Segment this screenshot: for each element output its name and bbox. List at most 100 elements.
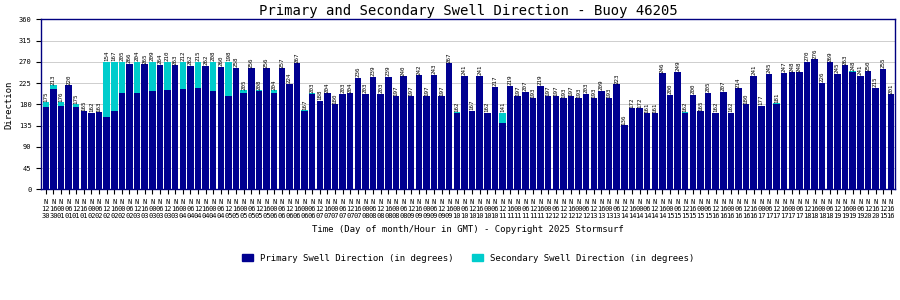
Bar bbox=[264, 68, 270, 190]
Bar bbox=[476, 76, 483, 190]
Bar bbox=[720, 92, 726, 190]
Bar bbox=[826, 62, 833, 190]
Bar bbox=[705, 93, 711, 190]
Bar bbox=[537, 86, 544, 190]
Bar bbox=[431, 75, 437, 190]
Text: 207: 207 bbox=[523, 81, 527, 91]
Bar bbox=[629, 108, 635, 190]
Bar bbox=[621, 125, 627, 190]
Bar bbox=[180, 62, 186, 190]
Bar bbox=[804, 62, 810, 190]
Text: 197: 197 bbox=[569, 85, 573, 96]
Bar bbox=[309, 94, 315, 190]
Bar bbox=[370, 76, 376, 190]
Text: 215: 215 bbox=[195, 51, 201, 62]
Text: 165: 165 bbox=[81, 100, 86, 111]
Bar bbox=[857, 76, 863, 190]
Bar bbox=[850, 71, 856, 190]
Bar bbox=[781, 73, 788, 190]
Bar bbox=[713, 113, 719, 190]
Bar bbox=[431, 75, 437, 190]
Bar bbox=[500, 113, 506, 190]
Bar bbox=[629, 108, 635, 190]
Bar bbox=[560, 98, 567, 190]
Bar bbox=[812, 59, 818, 190]
Bar bbox=[583, 94, 590, 190]
Bar bbox=[187, 66, 194, 190]
Bar bbox=[842, 65, 849, 190]
Bar bbox=[332, 110, 338, 190]
Bar bbox=[553, 96, 559, 190]
Bar bbox=[408, 96, 414, 190]
Bar bbox=[88, 113, 94, 190]
Bar bbox=[766, 74, 772, 190]
Bar bbox=[134, 62, 140, 190]
Bar bbox=[119, 93, 125, 190]
Bar bbox=[713, 113, 719, 190]
Bar bbox=[126, 64, 132, 190]
Bar bbox=[773, 104, 779, 190]
Text: 203: 203 bbox=[310, 82, 315, 93]
Text: 193: 193 bbox=[591, 87, 597, 98]
Bar bbox=[872, 88, 878, 190]
Bar bbox=[240, 93, 247, 190]
Bar bbox=[720, 92, 726, 190]
Text: 204: 204 bbox=[272, 79, 276, 90]
Bar bbox=[590, 98, 597, 190]
Bar bbox=[606, 98, 612, 190]
Text: 176: 176 bbox=[58, 91, 64, 102]
Text: 213: 213 bbox=[51, 74, 56, 85]
Bar bbox=[652, 113, 658, 190]
Text: 165: 165 bbox=[698, 100, 703, 111]
Text: 267: 267 bbox=[446, 52, 452, 63]
Bar bbox=[50, 85, 57, 190]
Bar bbox=[286, 84, 292, 190]
Bar bbox=[73, 107, 79, 190]
Text: 161: 161 bbox=[644, 102, 650, 113]
Bar bbox=[278, 68, 285, 190]
Bar bbox=[454, 112, 460, 190]
Bar bbox=[826, 62, 833, 190]
Text: 204: 204 bbox=[135, 51, 140, 62]
Bar bbox=[727, 113, 734, 190]
Bar bbox=[248, 68, 255, 190]
Bar bbox=[796, 72, 803, 190]
Text: 175: 175 bbox=[43, 91, 49, 102]
Bar bbox=[887, 94, 894, 190]
Bar bbox=[575, 98, 582, 190]
Text: 250: 250 bbox=[866, 60, 870, 71]
Bar bbox=[636, 108, 643, 190]
Text: 249: 249 bbox=[675, 61, 680, 71]
Bar bbox=[491, 87, 498, 190]
Bar bbox=[880, 69, 886, 190]
Bar bbox=[758, 106, 765, 190]
Bar bbox=[834, 74, 841, 190]
Bar bbox=[339, 94, 346, 190]
Text: 248: 248 bbox=[796, 61, 802, 72]
Text: 167: 167 bbox=[112, 51, 117, 62]
Bar bbox=[256, 91, 262, 190]
Bar bbox=[522, 92, 528, 190]
Bar bbox=[742, 104, 750, 190]
Text: 205: 205 bbox=[241, 79, 247, 90]
Text: 204: 204 bbox=[325, 82, 330, 93]
Text: 269: 269 bbox=[827, 51, 832, 62]
Bar bbox=[363, 96, 369, 190]
Bar bbox=[293, 63, 301, 190]
Text: 175: 175 bbox=[74, 93, 78, 104]
Bar bbox=[598, 91, 605, 190]
Bar bbox=[530, 98, 536, 190]
Bar bbox=[286, 84, 292, 190]
Text: 162: 162 bbox=[485, 102, 490, 112]
Text: 162: 162 bbox=[728, 102, 733, 112]
Text: 243: 243 bbox=[431, 64, 436, 74]
Bar bbox=[614, 84, 620, 190]
Bar bbox=[385, 76, 392, 190]
Text: 193: 193 bbox=[607, 87, 612, 98]
Bar bbox=[454, 113, 460, 190]
Bar bbox=[225, 62, 231, 190]
Bar bbox=[819, 83, 825, 190]
Bar bbox=[317, 102, 323, 190]
Bar bbox=[553, 96, 559, 190]
Bar bbox=[796, 72, 803, 190]
